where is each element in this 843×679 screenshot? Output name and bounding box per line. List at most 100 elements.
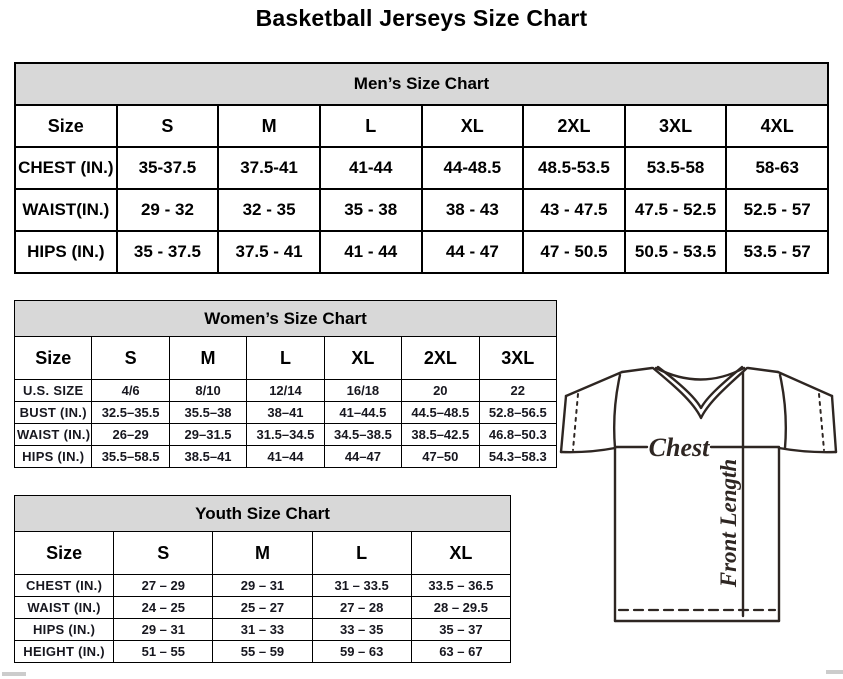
measurement-cell: 29–31.5 (168, 423, 248, 446)
scrollbar-fragment-left (2, 672, 26, 676)
row-label: WAIST (IN.) (13, 423, 93, 446)
measurement-cell: 38.5–42.5 (401, 423, 480, 446)
right-shoulder-line (746, 366, 780, 374)
measurement-cell: 37.5-41 (217, 146, 321, 190)
measurement-cell: 31 – 33 (212, 618, 313, 641)
measurement-cell: 28 – 29.5 (410, 596, 512, 619)
measurement-cell: 47 - 50.5 (522, 230, 626, 274)
measurement-cell: 4/6 (91, 379, 170, 402)
row-label: CHEST (IN.) (14, 146, 118, 190)
row-label: BUST (IN.) (13, 401, 93, 424)
measurement-cell: 31 – 33.5 (311, 574, 412, 597)
right-armhole-seam (778, 373, 787, 450)
row-label: U.S. SIZE (13, 379, 93, 402)
front-length-label: Front Length (716, 459, 741, 588)
size-column-header: 3XL (623, 104, 728, 148)
measurement-cell: 38 - 43 (420, 188, 525, 232)
measurement-cell: 22 (478, 379, 558, 402)
measurement-cell: 52.8–56.5 (478, 401, 558, 424)
size-column-header: XL (420, 104, 525, 148)
measurement-cell: 43 - 47.5 (522, 188, 626, 232)
measurement-cell: 35.5–58.5 (91, 445, 170, 468)
measurement-cell: 24 – 25 (113, 596, 214, 619)
measurement-cell: 50.5 - 53.5 (623, 230, 728, 274)
scrollbar-fragment-right (826, 670, 843, 674)
right-cuff-stitch-line (818, 393, 825, 451)
measurement-cell: 35-37.5 (115, 146, 220, 190)
size-column-header: M (168, 336, 248, 380)
page-title: Basketball Jerseys Size Chart (255, 5, 588, 31)
row-label: HEIGHT (IN.) (13, 640, 115, 663)
measurement-cell: 27 – 28 (311, 596, 412, 619)
measurement-cell: 33 – 35 (311, 618, 412, 641)
measurement-cell: 35 - 37.5 (115, 230, 220, 274)
measurement-cell: 48.5-53.5 (522, 146, 626, 190)
left-sleeve-top-line (564, 370, 624, 398)
womens-size-chart-table: Women’s Size Chart Size S M L XL 2XL 3XL U.S. SI… (13, 300, 558, 468)
row-label: WAIST(IN.) (14, 188, 118, 232)
measurement-cell: 29 - 32 (115, 188, 220, 232)
size-column-header: M (212, 531, 313, 575)
left-armhole-seam (613, 373, 622, 450)
size-column-header: M (217, 104, 321, 148)
measurement-cell: 33.5 – 36.5 (410, 574, 512, 597)
table-title: Men’s Size Chart (14, 62, 829, 106)
measurement-cell: 52.5 - 57 (725, 188, 829, 232)
measurement-cell: 8/10 (168, 379, 248, 402)
size-header-cell: Size (13, 336, 93, 380)
measurement-cell: 59 – 63 (311, 640, 412, 663)
measurement-cell: 53.5-58 (623, 146, 728, 190)
collar-back-line (654, 366, 746, 381)
size-column-header: S (91, 336, 170, 380)
measurement-cell: 51 – 55 (113, 640, 214, 663)
vneck-outer-line (651, 366, 749, 420)
size-header-cell: Size (14, 104, 118, 148)
measurement-cell: 41-44 (318, 146, 423, 190)
measurement-cell: 27 – 29 (113, 574, 214, 597)
row-label: HIPS (IN.) (13, 445, 93, 468)
measurement-cell: 31.5–34.5 (246, 423, 325, 446)
row-label: HIPS (IN.) (13, 618, 115, 641)
table-title: Women’s Size Chart (14, 300, 557, 337)
left-sleeve-outer-line (559, 394, 568, 454)
size-column-header: S (115, 104, 220, 148)
measurement-cell: 12/14 (246, 379, 325, 402)
chest-label: Chest (649, 433, 710, 462)
measurement-cell: 54.3–58.3 (478, 445, 558, 468)
size-column-header: 2XL (522, 104, 626, 148)
measurement-cell: 37.5 - 41 (217, 230, 321, 274)
size-header-cell: Size (13, 531, 115, 575)
size-column-header: S (113, 531, 214, 575)
measurement-cell: 29 – 31 (212, 574, 313, 597)
measurement-cell: 53.5 - 57 (725, 230, 829, 274)
measurement-cell: 32 - 35 (217, 188, 321, 232)
size-column-header: L (318, 104, 423, 148)
left-sleeve-bottom-line (559, 446, 617, 454)
left-shoulder-line (620, 366, 654, 374)
measurement-cell: 16/18 (323, 379, 403, 402)
jersey-measurement-diagram: Chest Front Length (553, 363, 843, 675)
vneck-inner-line (656, 365, 744, 410)
size-column-header: 3XL (478, 336, 558, 380)
measurement-cell: 41 - 44 (318, 230, 423, 274)
size-column-header: XL (323, 336, 403, 380)
measurement-cell: 35 – 37 (410, 618, 512, 641)
measurement-cell: 58-63 (725, 146, 829, 190)
measurement-cell: 46.8–50.3 (478, 423, 558, 446)
measurement-cell: 38–41 (246, 401, 325, 424)
measurement-cell: 26–29 (91, 423, 170, 446)
measurement-cell: 25 – 27 (212, 596, 313, 619)
measurement-cell: 44-48.5 (420, 146, 525, 190)
table-title: Youth Size Chart (14, 495, 511, 532)
size-column-header: 2XL (401, 336, 480, 380)
size-column-header: L (246, 336, 325, 380)
measurement-cell: 41–44 (246, 445, 325, 468)
measurement-cell: 34.5–38.5 (323, 423, 403, 446)
measurement-cell: 35 - 38 (318, 188, 423, 232)
size-column-header: L (311, 531, 412, 575)
youth-size-chart-table: Youth Size Chart Size S M L XL CHEST (IN.) 27 –… (13, 495, 512, 663)
measurement-cell: 47.5 - 52.5 (623, 188, 728, 232)
measurement-cell: 55 – 59 (212, 640, 313, 663)
row-label: HIPS (IN.) (14, 230, 118, 274)
size-column-header: 4XL (725, 104, 829, 148)
